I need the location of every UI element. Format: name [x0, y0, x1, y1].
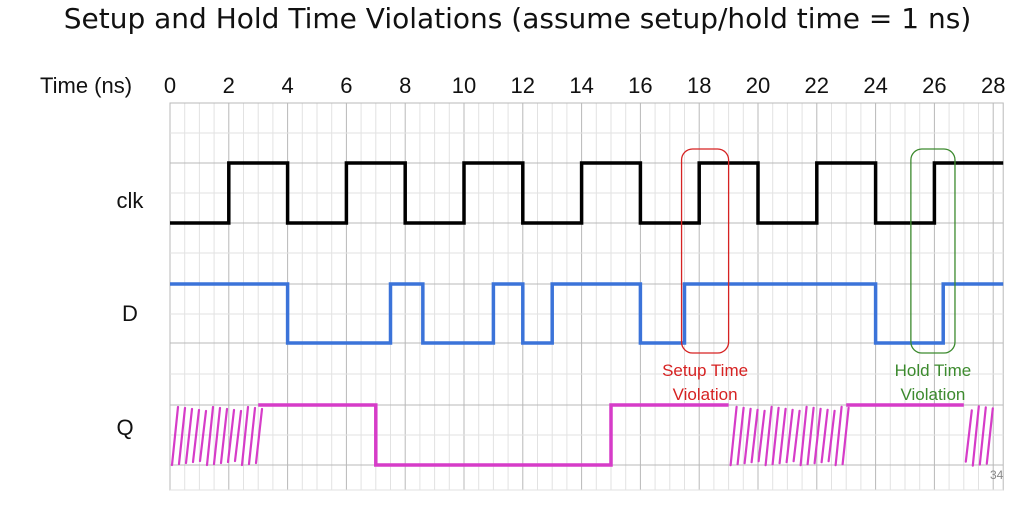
time-tick-label: 4	[281, 73, 293, 98]
time-tick-label: 12	[511, 73, 535, 98]
time-axis-label: Time (ns)	[40, 73, 132, 98]
time-ticks: 0 2 4 6 8 10 12 14 16 18 20 22 24 26 28	[164, 73, 1006, 98]
time-tick-label: 24	[863, 73, 887, 98]
violation-label-line1: Setup Time	[662, 361, 748, 380]
annotations: Setup Time Violation Hold Time Violation	[662, 148, 972, 404]
grid	[169, 102, 1004, 491]
waveform-D	[170, 282, 1004, 345]
time-tick-label: 28	[981, 73, 1005, 98]
violation-label-line1: Hold Time	[895, 361, 972, 380]
time-tick-label: 26	[922, 73, 946, 98]
time-tick-label: 0	[164, 73, 176, 98]
unknown-hatch	[964, 405, 994, 467]
signal-label-Q: Q	[116, 415, 133, 440]
time-tick-label: 22	[805, 73, 829, 98]
signal-label-clk: clk	[117, 188, 145, 213]
violation-label-line2: Violation	[673, 385, 738, 404]
slide-title: Setup and Hold Time Violations (assume s…	[63, 2, 972, 35]
grid-frame	[169, 102, 1004, 491]
time-tick-label: 14	[569, 73, 593, 98]
time-tick-label: 6	[340, 73, 352, 98]
waveform-Q	[258, 403, 964, 467]
violation-box	[680, 148, 730, 354]
violation-label-line2: Violation	[900, 385, 965, 404]
signals: clk D Q	[116, 161, 1004, 467]
violation-box	[910, 148, 956, 354]
time-tick-label: 8	[399, 73, 411, 98]
unknown-hatch	[170, 405, 264, 467]
unknown-hatch	[729, 405, 850, 467]
time-tick-label: 10	[452, 73, 476, 98]
time-tick-label: 2	[223, 73, 235, 98]
signal-label-D: D	[122, 301, 138, 326]
time-tick-label: 16	[628, 73, 652, 98]
time-tick-label: 20	[746, 73, 770, 98]
time-tick-label: 18	[687, 73, 711, 98]
waveform-clk	[170, 161, 1004, 225]
page-number: 34	[990, 468, 1004, 482]
